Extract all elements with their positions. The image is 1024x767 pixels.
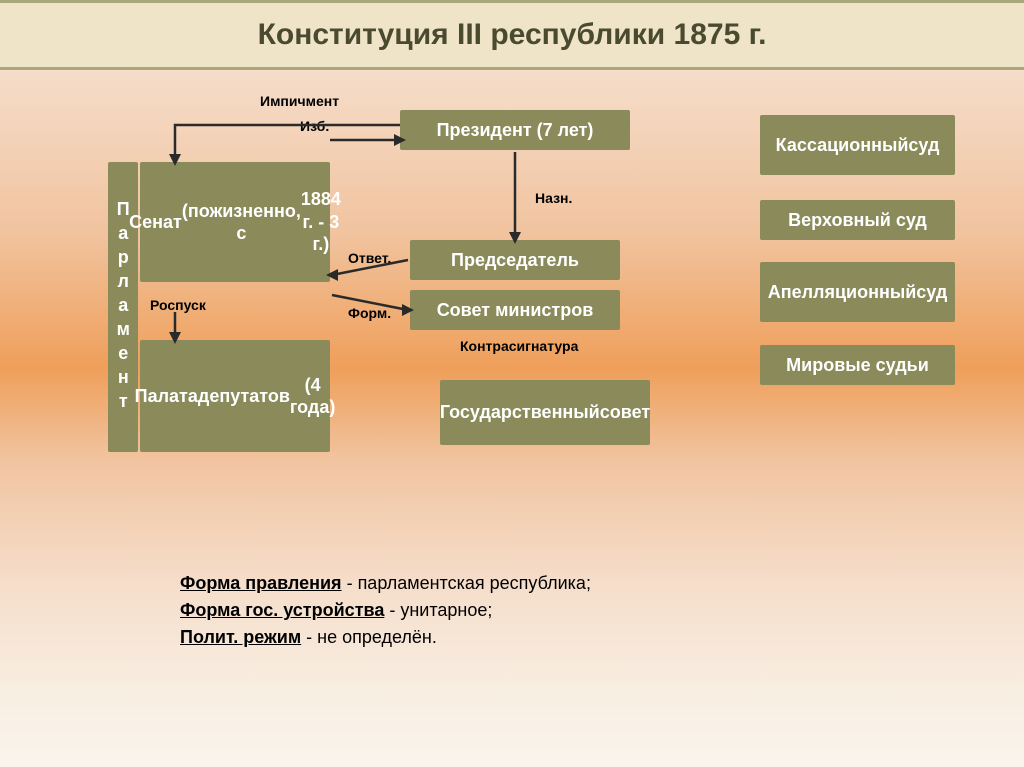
node-state-council: Государственныйсовет <box>440 380 650 445</box>
summary-label-1: Форма правления <box>180 573 342 593</box>
summary-label-3: Полит. режим <box>180 627 301 647</box>
ann-dissolve: Роспуск <box>150 297 206 313</box>
node-senate: Сенат(пожизненно, с1884 г. - 3 г.) <box>140 162 330 282</box>
node-justices-peace: Мировые судьи <box>760 345 955 385</box>
ann-responsible: Ответ. <box>348 250 391 266</box>
node-supreme-court: Верховный суд <box>760 200 955 240</box>
node-appeal-court: Апелляционныйсуд <box>760 262 955 322</box>
node-chairman: Председатель <box>410 240 620 280</box>
ann-impeachment: Импичмент <box>260 93 339 109</box>
page-title: Конституция III республики 1875 г. <box>258 18 767 52</box>
summary-value-3: не определён. <box>317 627 437 647</box>
node-council-ministers: Совет министров <box>410 290 620 330</box>
summary-value-1: парламентская республика; <box>358 573 591 593</box>
node-cassation-court: Кассационныйсуд <box>760 115 955 175</box>
node-parliament: Парламент <box>108 162 138 452</box>
summary-row-3: Полит. режим - не определён. <box>180 624 591 651</box>
summary-block: Форма правления - парламентская республи… <box>180 570 591 651</box>
summary-value-2: унитарное; <box>400 600 492 620</box>
ann-elect: Изб. <box>300 118 329 134</box>
node-deputies: Палатадепутатов(4 года) <box>140 340 330 452</box>
ann-countersignature: Контрасигнатура <box>460 338 578 354</box>
title-bar: Конституция III республики 1875 г. <box>0 0 1024 70</box>
summary-row-1: Форма правления - парламентская республи… <box>180 570 591 597</box>
ann-form: Форм. <box>348 305 391 321</box>
node-president: Президент (7 лет) <box>400 110 630 150</box>
summary-row-2: Форма гос. устройства - унитарное; <box>180 597 591 624</box>
summary-label-2: Форма гос. устройства <box>180 600 384 620</box>
ann-appoint: Назн. <box>535 190 572 206</box>
